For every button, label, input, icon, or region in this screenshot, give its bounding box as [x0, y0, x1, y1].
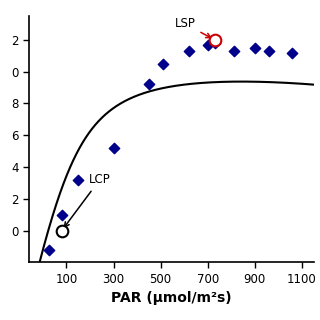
- Point: [252, 45, 257, 50]
- Point: [146, 82, 151, 87]
- Point: [59, 212, 64, 217]
- Point: [111, 145, 116, 150]
- Point: [160, 61, 165, 66]
- Point: [212, 40, 217, 45]
- Point: [290, 50, 295, 55]
- Point: [212, 37, 217, 43]
- X-axis label: PAR (μmol/m²s): PAR (μmol/m²s): [111, 292, 231, 305]
- Point: [59, 228, 64, 233]
- Text: LCP: LCP: [64, 173, 111, 227]
- Point: [205, 42, 210, 47]
- Point: [231, 48, 236, 53]
- Point: [76, 177, 81, 182]
- Point: [266, 48, 271, 53]
- Text: LSP: LSP: [175, 18, 211, 38]
- Point: [46, 247, 52, 252]
- Point: [186, 48, 191, 53]
